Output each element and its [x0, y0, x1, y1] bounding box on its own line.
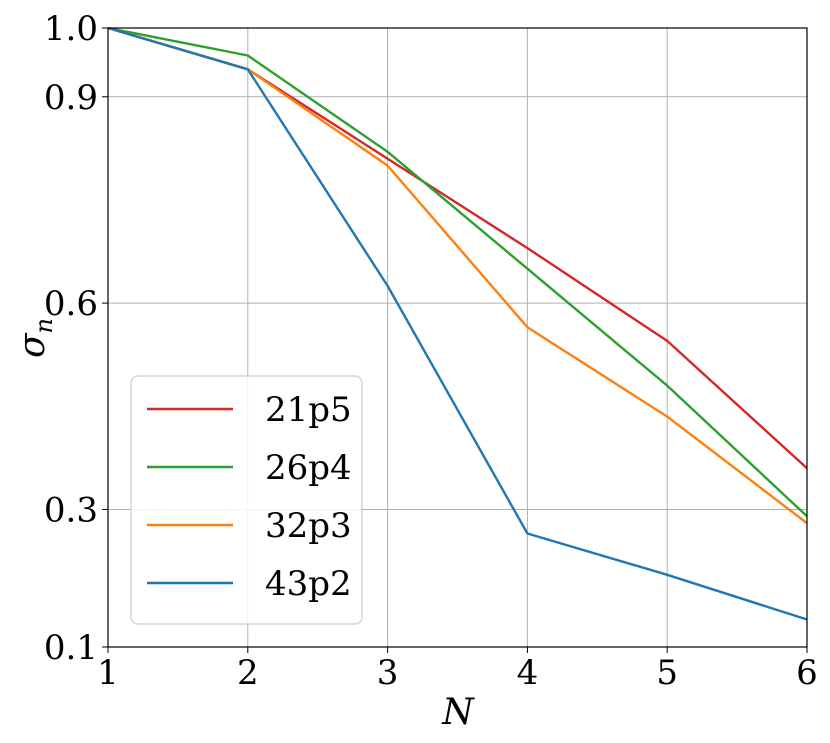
x-axis-label: N	[441, 692, 475, 733]
x-tick-label: 1	[97, 653, 119, 693]
legend: 21p5 26p4 32p3 43p2	[130, 375, 363, 625]
legend-label-43p2: 43p2	[265, 564, 352, 604]
axis-ticks: 1 2 3 4 5 6 0.1 0.3 0.6 0.9 1.0	[44, 9, 818, 693]
plot-frame	[107, 27, 808, 648]
legend-box	[130, 375, 363, 625]
y-axis-label-subscript: n	[30, 318, 58, 333]
y-tick-label: 0.1	[44, 628, 98, 668]
x-tick-label: 4	[517, 653, 539, 693]
x-tick-label: 3	[377, 653, 399, 693]
x-tick-label: 5	[656, 653, 678, 693]
series-lines	[107, 26, 808, 621]
y-tick-label: 0.3	[44, 490, 98, 530]
x-tick-label: 2	[237, 653, 259, 693]
y-tick-label: 0.6	[44, 284, 98, 324]
x-tick-label: 6	[796, 653, 818, 693]
y-tick-label: 0.9	[44, 78, 98, 118]
series-line-43p2	[107, 26, 808, 621]
y-axis-label-main: σ	[12, 332, 53, 358]
y-tick-label: 1.0	[44, 9, 98, 49]
y-axis-label: σn	[12, 318, 58, 358]
legend-label-21p5: 21p5	[265, 390, 352, 430]
legend-label-32p3: 32p3	[265, 506, 352, 546]
series-line-26p4	[107, 26, 808, 518]
legend-label-26p4: 26p4	[265, 448, 352, 488]
